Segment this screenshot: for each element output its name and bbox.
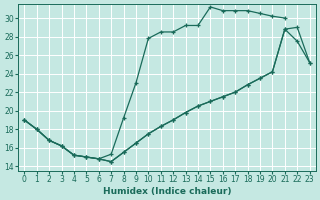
X-axis label: Humidex (Indice chaleur): Humidex (Indice chaleur) xyxy=(103,187,231,196)
